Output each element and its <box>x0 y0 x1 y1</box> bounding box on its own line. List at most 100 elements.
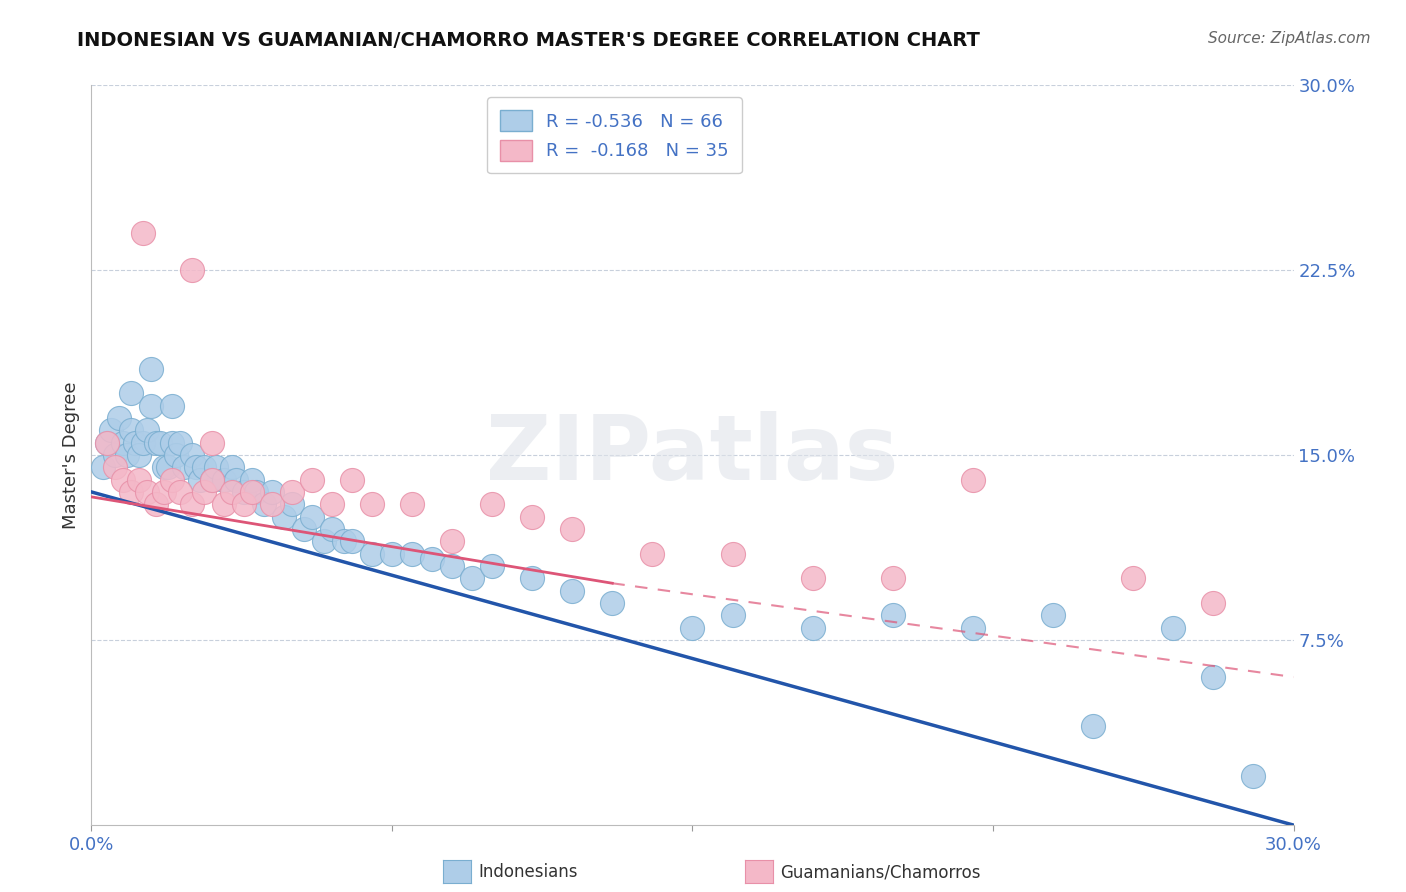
Point <box>240 485 263 500</box>
Point <box>225 473 247 487</box>
Point <box>96 435 118 450</box>
Point <box>132 435 155 450</box>
Point <box>121 423 143 437</box>
Point <box>132 226 155 240</box>
Point <box>721 608 744 623</box>
Point <box>169 435 191 450</box>
Point <box>141 361 163 376</box>
Point <box>962 621 984 635</box>
Point <box>180 262 202 277</box>
Point <box>221 485 243 500</box>
Point <box>1122 571 1144 585</box>
Point <box>240 473 263 487</box>
Point <box>401 547 423 561</box>
Point <box>681 621 703 635</box>
Point <box>561 583 583 598</box>
Point <box>801 571 824 585</box>
Point <box>340 534 363 549</box>
Point <box>100 423 122 437</box>
Point <box>141 399 163 413</box>
Point <box>882 571 904 585</box>
Point <box>193 460 215 475</box>
Point <box>112 473 135 487</box>
Point <box>152 460 174 475</box>
Point <box>124 435 146 450</box>
Point <box>160 435 183 450</box>
Point <box>1042 608 1064 623</box>
Point <box>301 509 323 524</box>
Point <box>253 497 276 511</box>
Point <box>1202 596 1225 610</box>
Legend: R = -0.536   N = 66, R =  -0.168   N = 35: R = -0.536 N = 66, R = -0.168 N = 35 <box>486 97 742 173</box>
Point <box>522 571 544 585</box>
Point <box>121 386 143 401</box>
Point <box>136 485 159 500</box>
Point <box>721 547 744 561</box>
Point <box>180 448 202 462</box>
Point <box>152 485 174 500</box>
Point <box>340 473 363 487</box>
Point <box>561 522 583 536</box>
Text: INDONESIAN VS GUAMANIAN/CHAMORRO MASTER'S DEGREE CORRELATION CHART: INDONESIAN VS GUAMANIAN/CHAMORRO MASTER'… <box>77 31 980 50</box>
Text: Source: ZipAtlas.com: Source: ZipAtlas.com <box>1208 31 1371 46</box>
Point <box>108 410 131 425</box>
Point <box>301 473 323 487</box>
Point <box>221 460 243 475</box>
Point <box>440 534 463 549</box>
Point <box>273 509 295 524</box>
Point <box>112 435 135 450</box>
Point <box>121 485 143 500</box>
Point <box>461 571 484 585</box>
Point <box>312 534 335 549</box>
Point <box>281 485 304 500</box>
Point <box>180 497 202 511</box>
Point <box>381 547 404 561</box>
Text: Guamanians/Chamorros: Guamanians/Chamorros <box>780 863 981 881</box>
Point <box>440 558 463 574</box>
Point <box>360 547 382 561</box>
Point <box>1202 670 1225 684</box>
Point <box>128 473 150 487</box>
Point <box>962 473 984 487</box>
Point <box>193 485 215 500</box>
Point <box>401 497 423 511</box>
Point <box>481 497 503 511</box>
Point <box>321 522 343 536</box>
Point <box>321 497 343 511</box>
Point <box>232 485 254 500</box>
Point <box>292 522 315 536</box>
Point <box>602 596 624 610</box>
Point <box>188 473 211 487</box>
Point <box>201 435 224 450</box>
Point <box>420 551 443 566</box>
Point <box>212 497 235 511</box>
Point <box>104 460 127 475</box>
Point <box>201 473 224 487</box>
Point <box>212 473 235 487</box>
Point <box>201 473 224 487</box>
Point <box>160 399 183 413</box>
Point <box>104 448 127 462</box>
Point <box>165 448 187 462</box>
Text: ZIPatlas: ZIPatlas <box>486 411 898 499</box>
Point <box>128 448 150 462</box>
Point <box>148 435 170 450</box>
Point <box>232 497 254 511</box>
Point <box>260 497 283 511</box>
Point <box>204 460 226 475</box>
Point <box>245 485 267 500</box>
Point <box>801 621 824 635</box>
Text: Indonesians: Indonesians <box>478 863 578 881</box>
Point <box>281 497 304 511</box>
Point <box>260 485 283 500</box>
Point <box>1083 719 1105 733</box>
Point <box>169 485 191 500</box>
Point <box>641 547 664 561</box>
Point <box>156 460 179 475</box>
Point <box>184 460 207 475</box>
Point <box>96 435 118 450</box>
Point <box>136 423 159 437</box>
Point <box>1243 769 1265 783</box>
Point <box>117 448 139 462</box>
Point <box>481 558 503 574</box>
